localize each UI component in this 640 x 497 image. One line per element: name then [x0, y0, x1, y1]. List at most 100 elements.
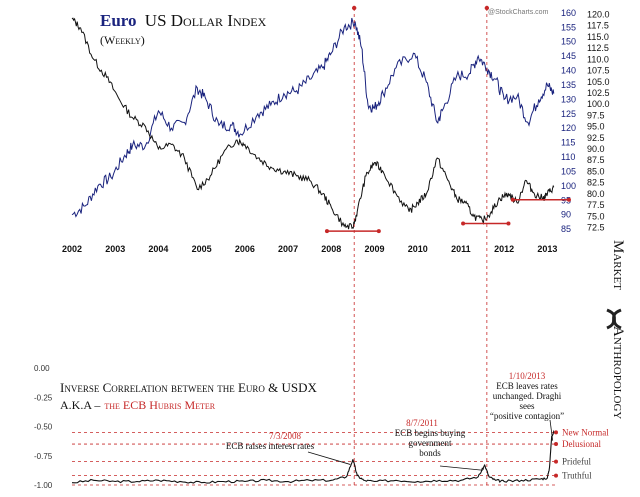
- correlation-series-line: [71, 429, 555, 484]
- usd-axis-tick: 112.5: [587, 43, 609, 53]
- euro-axis-tick: 130: [561, 94, 576, 104]
- euro-axis-tick: 160: [561, 8, 576, 18]
- annotation-text: “positive contagion”: [490, 411, 564, 421]
- usd-axis-tick: 105.0: [587, 77, 610, 87]
- annotation-text: unchanged. Draghi: [493, 391, 562, 401]
- usd-axis-tick: 92.5: [587, 133, 605, 143]
- usd-axis-tick: 120.0: [587, 9, 610, 19]
- lower-subtitle: A.K.A – the ECB Hubris Meter: [60, 398, 216, 412]
- support-line-end: [506, 221, 511, 226]
- brand: Market Anthropology: [610, 240, 626, 419]
- event-line-dot: [484, 5, 490, 11]
- x-tick-label: 2007: [278, 244, 298, 254]
- lower-y-tick: -0.50: [34, 423, 53, 432]
- annotation-text: ECB begins buying: [395, 428, 466, 438]
- annotation-text: sees: [520, 401, 535, 411]
- level-line-dot: [554, 473, 558, 478]
- annotation-text: ECB leaves rates: [496, 381, 558, 391]
- annotation-arrow: [307, 451, 351, 465]
- annotation-arrow: [549, 419, 554, 441]
- euro-axis-tick: 125: [561, 109, 576, 119]
- level-label: New Normal: [562, 427, 609, 437]
- usd-axis-tick: 95.0: [587, 122, 605, 132]
- level-line-dot: [554, 459, 558, 464]
- support-line-end: [461, 221, 466, 226]
- euro-axis-tick: 140: [561, 66, 576, 76]
- annotation-text: government: [409, 438, 452, 448]
- brand-logo-icon: [606, 308, 622, 330]
- usd-axis-tick: 97.5: [587, 110, 605, 120]
- euro-axis-tick: 120: [561, 123, 576, 133]
- usd-axis-tick: 82.5: [587, 178, 605, 188]
- x-tick-label: 2002: [62, 244, 82, 254]
- annotation-text: ECB raises interest rates: [226, 441, 315, 451]
- euro-axis-tick: 105: [561, 166, 576, 176]
- usd-axis-tick: 102.5: [587, 88, 610, 98]
- euro-axis-tick: 155: [561, 22, 576, 32]
- event-line-dot: [351, 5, 357, 11]
- usd-axis-tick: 77.5: [587, 200, 605, 210]
- brand-anthropology: Anthropology: [610, 326, 626, 419]
- euro-axis-tick: 100: [561, 181, 576, 191]
- level-label: Delusional: [562, 439, 601, 449]
- euro-axis-tick: 110: [561, 152, 575, 162]
- lower-y-tick: 0.00: [34, 364, 50, 373]
- annotation-date: 8/7/2011: [406, 418, 438, 428]
- usd-axis-tick: 115.0: [587, 32, 609, 42]
- title-rest: US Dollar Index: [145, 11, 267, 30]
- level-label: Truthful: [562, 471, 592, 481]
- usd-axis-tick: 75.0: [587, 211, 605, 221]
- lower-y-tick: -0.25: [34, 393, 53, 402]
- annotation-date: 1/10/2013: [509, 371, 546, 381]
- usd-axis-tick: 72.5: [587, 223, 605, 233]
- lower-subtitle-prefix: A.K.A –: [60, 398, 101, 412]
- annotation-text: bonds: [419, 448, 441, 458]
- x-tick-label: 2003: [105, 244, 125, 254]
- euro-axis-tick: 150: [561, 37, 576, 47]
- x-tick-label: 2012: [494, 244, 514, 254]
- support-line-end: [566, 197, 571, 202]
- usd-axis-tick: 100.0: [587, 99, 610, 109]
- lower-title: Inverse Correlation between the Euro & U…: [60, 380, 318, 395]
- lower-panel: 0.00 -0.25 -0.50 -0.75 -1.00 New Normal Delusi…: [34, 364, 609, 490]
- euro-axis-tick: 145: [561, 51, 576, 61]
- x-tick-label: 2005: [192, 244, 212, 254]
- chart-title: Euro US Dollar Index: [100, 11, 267, 30]
- lower-y-tick: -0.75: [34, 452, 53, 461]
- title-euro: Euro: [100, 11, 137, 30]
- chart-subtitle: (Weekly): [100, 33, 145, 47]
- usd-axis-tick: 80.0: [587, 189, 605, 199]
- x-tick-label: 2011: [451, 244, 471, 254]
- brand-market: Market: [610, 240, 626, 290]
- x-tick-label: 2013: [537, 244, 557, 254]
- level-line-dot: [554, 430, 558, 435]
- usd-axis-tick: 117.5: [587, 21, 609, 31]
- euro-axis-tick: 85: [561, 224, 571, 234]
- x-tick-label: 2004: [148, 244, 168, 254]
- x-tick-label: 2010: [408, 244, 428, 254]
- euro-axis-tick: 135: [561, 80, 576, 90]
- usd-axis-tick: 87.5: [587, 155, 605, 165]
- support-line-end: [324, 229, 329, 234]
- euro-axis-tick: 90: [561, 210, 571, 220]
- euro-axis-tick: 115: [561, 138, 575, 148]
- upper-panel: 2002 2003 2004 2005 2006 2007 2008 2009 2010 2011…: [62, 5, 610, 485]
- usd-axis-tick: 110.0: [587, 54, 609, 64]
- x-tick-label: 2006: [235, 244, 255, 254]
- level-label: Prideful: [562, 457, 591, 467]
- lower-y-tick: -1.00: [34, 481, 53, 490]
- annotation-date: 7/3/2008: [269, 431, 302, 441]
- euro-series-line: [71, 17, 555, 218]
- usd-axis-tick: 85.0: [587, 166, 605, 176]
- level-line-dot: [554, 442, 558, 447]
- watermark: @StockCharts.com: [488, 9, 549, 16]
- support-line-end: [376, 229, 381, 234]
- support-line-end: [510, 197, 515, 202]
- x-tick-label: 2009: [364, 244, 384, 254]
- x-tick-label: 2008: [321, 244, 341, 254]
- usd-axis-tick: 90.0: [587, 144, 605, 154]
- usd-axis-tick: 107.5: [587, 66, 610, 76]
- annotation-arrow: [439, 465, 483, 471]
- usd-series-line: [71, 17, 555, 230]
